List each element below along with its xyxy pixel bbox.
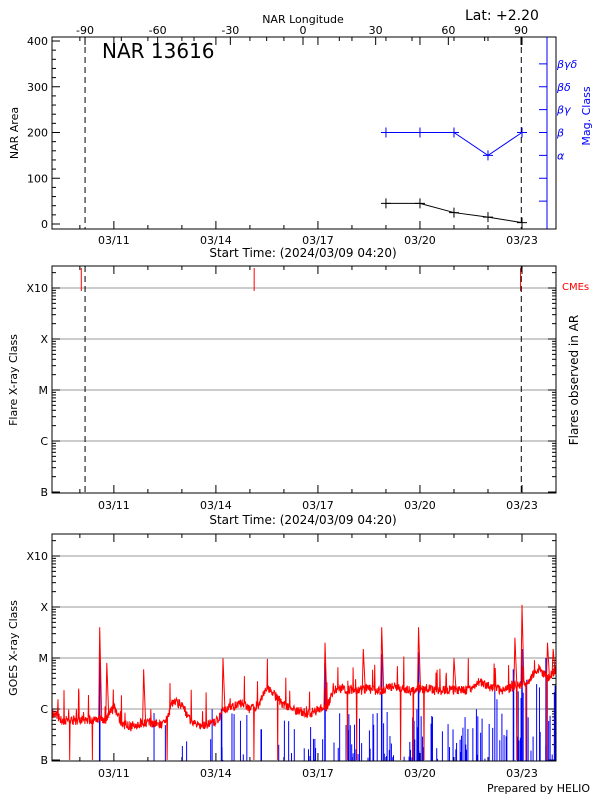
- y-tick-label: C: [40, 435, 48, 448]
- long-channel-flare-peak: [417, 627, 422, 690]
- top-tick-label: -60: [149, 24, 167, 37]
- y-tick-label: 200: [27, 127, 48, 140]
- mag-class-point: [380, 127, 391, 138]
- y-tick-label: M: [39, 652, 49, 665]
- x-tick-label: 03/17: [302, 234, 334, 247]
- nar-area-point: [482, 212, 493, 223]
- x-axis-title: Start Time: (2024/03/09 04:20): [209, 246, 396, 260]
- x-tick-label: 03/23: [506, 234, 538, 247]
- mag-class-tick-label: βδ: [556, 81, 571, 94]
- goes-long-channel-line: [51, 656, 557, 761]
- long-channel-flare-peak: [520, 604, 525, 685]
- x-tick-label: 03/17: [302, 499, 334, 512]
- nar-area-point: [516, 217, 527, 228]
- nar-area-axis-label: NAR Area: [8, 107, 21, 159]
- top-tick-label: -30: [221, 24, 239, 37]
- x-tick-label: 03/23: [506, 499, 538, 512]
- nar-area-panel: Lat: +2.20 NAR Longitude NAR 13616 NAR A…: [8, 8, 593, 260]
- y-tick-label: 400: [27, 35, 48, 48]
- long-channel-flare-peak: [98, 627, 103, 720]
- long-channel-flare-peak: [545, 642, 550, 679]
- top-tick-label: -90: [76, 24, 94, 37]
- top-tick-label: 0: [300, 24, 307, 37]
- y-tick-label: C: [40, 703, 48, 716]
- nar-area-point: [414, 198, 425, 209]
- x-tick-label: 03/14: [200, 234, 232, 247]
- mag-class-axis-label: Mag. Class: [580, 86, 593, 145]
- top-tick-label: 30: [369, 24, 383, 37]
- mag-class-point: [448, 127, 459, 138]
- x-tick-label: 03/23: [506, 767, 538, 780]
- long-channel-flare-peak: [513, 637, 518, 686]
- cme-label: CMEs: [562, 282, 589, 293]
- mag-class-point: [414, 127, 425, 138]
- mag-class-point: [516, 127, 527, 138]
- top-tick-label: 60: [441, 24, 455, 37]
- flare-class-axis-label: Flare X-ray Class: [7, 334, 20, 426]
- x-tick-label: 03/20: [404, 499, 436, 512]
- x-tick-label: 03/11: [98, 499, 130, 512]
- plot-frame: [51, 533, 557, 762]
- y-tick-label: X10: [26, 550, 48, 563]
- y-tick-label: B: [40, 486, 48, 499]
- plot-frame: [51, 36, 557, 230]
- x-axis-title: Start Time: (2024/03/09 04:20): [209, 513, 396, 527]
- long-channel-flare-peak: [452, 657, 457, 690]
- y-tick-label: 300: [27, 81, 48, 94]
- footer-credit: Prepared by HELIO: [487, 782, 590, 795]
- y-tick-label: M: [39, 384, 49, 397]
- mag-class-point: [482, 150, 493, 161]
- y-tick-label: B: [40, 754, 48, 767]
- mag-class-tick-label: α: [557, 149, 565, 162]
- y-tick-label: X: [40, 601, 48, 614]
- nar-area-point: [380, 198, 391, 209]
- plot-background: [52, 534, 556, 761]
- top-tick-label: 90: [514, 24, 528, 37]
- mag-class-tick-label: βγδ: [556, 58, 578, 71]
- x-tick-label: 03/14: [200, 499, 232, 512]
- mag-class-tick-label: βγ: [556, 104, 571, 117]
- long-channel-flare-peak: [221, 657, 226, 712]
- latitude-label: Lat: +2.20: [465, 8, 539, 24]
- x-tick-label: 03/11: [98, 767, 130, 780]
- y-tick-label: X10: [26, 282, 48, 295]
- longitude-axis-label: NAR Longitude: [262, 13, 344, 26]
- long-channel-flare-peak: [105, 662, 110, 719]
- goes-short-channel: [98, 649, 556, 761]
- x-tick-label: 03/14: [200, 767, 232, 780]
- panel-title: NAR 13616: [102, 39, 215, 63]
- x-tick-label: 03/17: [302, 767, 334, 780]
- x-tick-label: 03/20: [404, 234, 436, 247]
- x-tick-label: 03/20: [404, 767, 436, 780]
- mag-class-tick-label: β: [556, 127, 564, 140]
- long-channel-flare-peak: [323, 642, 328, 708]
- goes-xray-panel: GOES X-ray Class B C M X X10 03/11 03/14 03/17 0…: [7, 533, 590, 795]
- goes-class-axis-label: GOES X-ray Class: [7, 600, 20, 696]
- y-tick-label: 0: [41, 218, 48, 231]
- nar-area-point: [448, 207, 459, 218]
- y-tick-label: 100: [27, 172, 48, 185]
- long-channel-flare-peak: [380, 627, 385, 691]
- flares-observed-axis-label: Flares observed in AR: [567, 315, 581, 445]
- plot-frame: [51, 265, 557, 494]
- long-channel-flare-peak: [142, 669, 147, 724]
- x-tick-label: 03/11: [98, 234, 130, 247]
- long-channel-flare-peak: [551, 648, 556, 673]
- y-tick-label: X: [40, 333, 48, 346]
- long-channel-flare-peak: [361, 648, 366, 690]
- flare-class-panel: Flare X-ray Class Flares observed in AR …: [7, 265, 589, 527]
